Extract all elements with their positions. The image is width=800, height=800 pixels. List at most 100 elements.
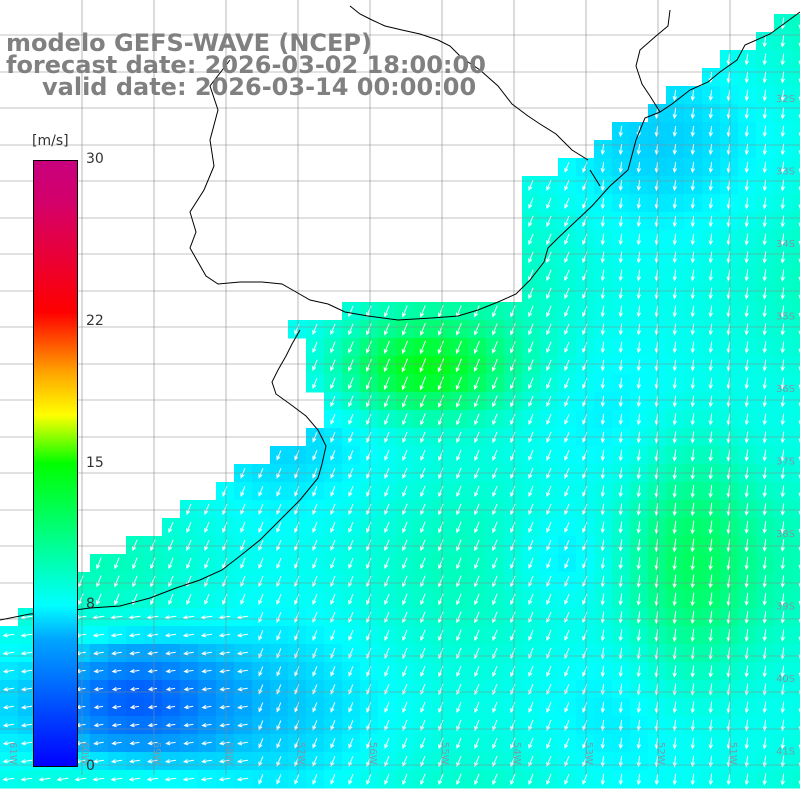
wind-arrow (636, 269, 641, 282)
wind-arrow (708, 287, 713, 300)
wind-arrow (672, 737, 677, 750)
longitude-label: 52W (655, 742, 666, 765)
wind-arrow (147, 740, 158, 746)
wind-arrow (312, 341, 318, 354)
wind-arrow (150, 593, 156, 606)
wind-arrow (402, 557, 408, 570)
wind-arrow (492, 557, 498, 570)
wind-arrow (510, 449, 516, 462)
wind-arrow (96, 557, 102, 570)
wind-speed-cell (792, 176, 800, 195)
wind-arrow (672, 359, 677, 372)
wind-arrow (798, 240, 800, 246)
wind-arrow (600, 701, 605, 714)
wind-arrow (330, 702, 336, 713)
wind-arrow (237, 704, 248, 710)
coastline-buenos-aires (0, 329, 327, 621)
wind-arrow (474, 611, 480, 624)
wind-arrow (38, 777, 51, 782)
wind-arrow (492, 665, 498, 678)
wind-arrow (708, 592, 713, 607)
wind-arrow (726, 538, 731, 553)
wind-arrow (762, 125, 767, 138)
wind-arrow (438, 557, 444, 570)
wind-arrow (618, 251, 623, 264)
wind-arrow (690, 251, 695, 264)
wind-arrow (690, 413, 695, 426)
wind-arrow (636, 701, 641, 714)
wind-arrow (348, 666, 354, 677)
wind-arrow (420, 629, 426, 642)
wind-arrow (690, 665, 695, 678)
wind-arrow (780, 359, 785, 372)
wind-arrow (690, 323, 695, 336)
wind-arrow (474, 773, 480, 786)
wind-arrow (564, 305, 570, 318)
wind-arrow (491, 359, 498, 372)
wind-arrow (384, 575, 390, 588)
wind-arrow (690, 520, 695, 535)
wind-arrow (420, 539, 426, 552)
wind-arrow (708, 359, 713, 372)
wind-arrow (618, 323, 623, 336)
wind-arrow (474, 737, 480, 750)
wind-arrow (762, 737, 767, 750)
wind-arrow (111, 722, 122, 728)
model-title: modelo GEFS-WAVE (NCEP) (6, 29, 372, 57)
wind-arrow (492, 611, 498, 624)
wind-arrow (546, 341, 552, 354)
wind-arrow (383, 376, 390, 391)
wind-arrow (420, 575, 426, 588)
wind-arrow (708, 485, 713, 499)
wind-arrow (546, 701, 552, 713)
wind-arrow (402, 701, 408, 713)
wind-arrow (2, 759, 15, 764)
wind-arrow (348, 413, 354, 425)
wind-arrow (2, 687, 15, 692)
wind-speed-cell (792, 392, 800, 411)
wind-arrow (93, 704, 104, 710)
wind-arrow (546, 323, 552, 336)
wind-arrow (762, 611, 767, 624)
wind-arrow (636, 539, 641, 552)
wind-arrow (690, 305, 695, 318)
wind-arrow (258, 666, 264, 677)
wind-arrow (672, 610, 677, 625)
wind-arrow (348, 450, 354, 461)
wind-arrow (111, 668, 122, 674)
colorbar-unit: [m/s] (32, 133, 69, 149)
wind-arrow (600, 611, 605, 624)
latitude-label: 37S (776, 457, 795, 468)
wind-arrow (438, 611, 444, 624)
wind-arrow (420, 737, 426, 750)
wind-arrow (528, 179, 534, 192)
wind-arrow (204, 539, 210, 552)
wind-speed-cell (792, 122, 800, 141)
longitude-label: 54W (511, 742, 522, 765)
wind-arrow (636, 557, 641, 570)
longitude-label: 56W (367, 742, 378, 765)
wind-arrow (798, 492, 800, 498)
wind-arrow (474, 665, 480, 678)
wind-arrow (366, 413, 372, 426)
wind-arrow (780, 485, 785, 498)
wind-arrow (744, 574, 749, 589)
wind-arrow (111, 704, 122, 710)
wind-arrow (164, 759, 176, 764)
wind-arrow (762, 485, 767, 498)
wind-arrow (744, 556, 749, 571)
wind-arrow (258, 557, 264, 569)
wind-arrow (438, 737, 444, 750)
wind-arrow (798, 78, 800, 84)
wind-arrow (708, 665, 713, 678)
wind-arrow (528, 323, 534, 336)
wind-arrow (366, 521, 372, 534)
wind-arrow (690, 592, 695, 607)
wind-speed-cell (792, 32, 800, 51)
wind-arrow (168, 575, 174, 588)
wind-arrow (438, 413, 444, 426)
wind-arrow (744, 251, 749, 264)
wind-arrow (546, 719, 552, 731)
wind-arrow (474, 503, 480, 516)
wind-arrow (546, 737, 552, 749)
